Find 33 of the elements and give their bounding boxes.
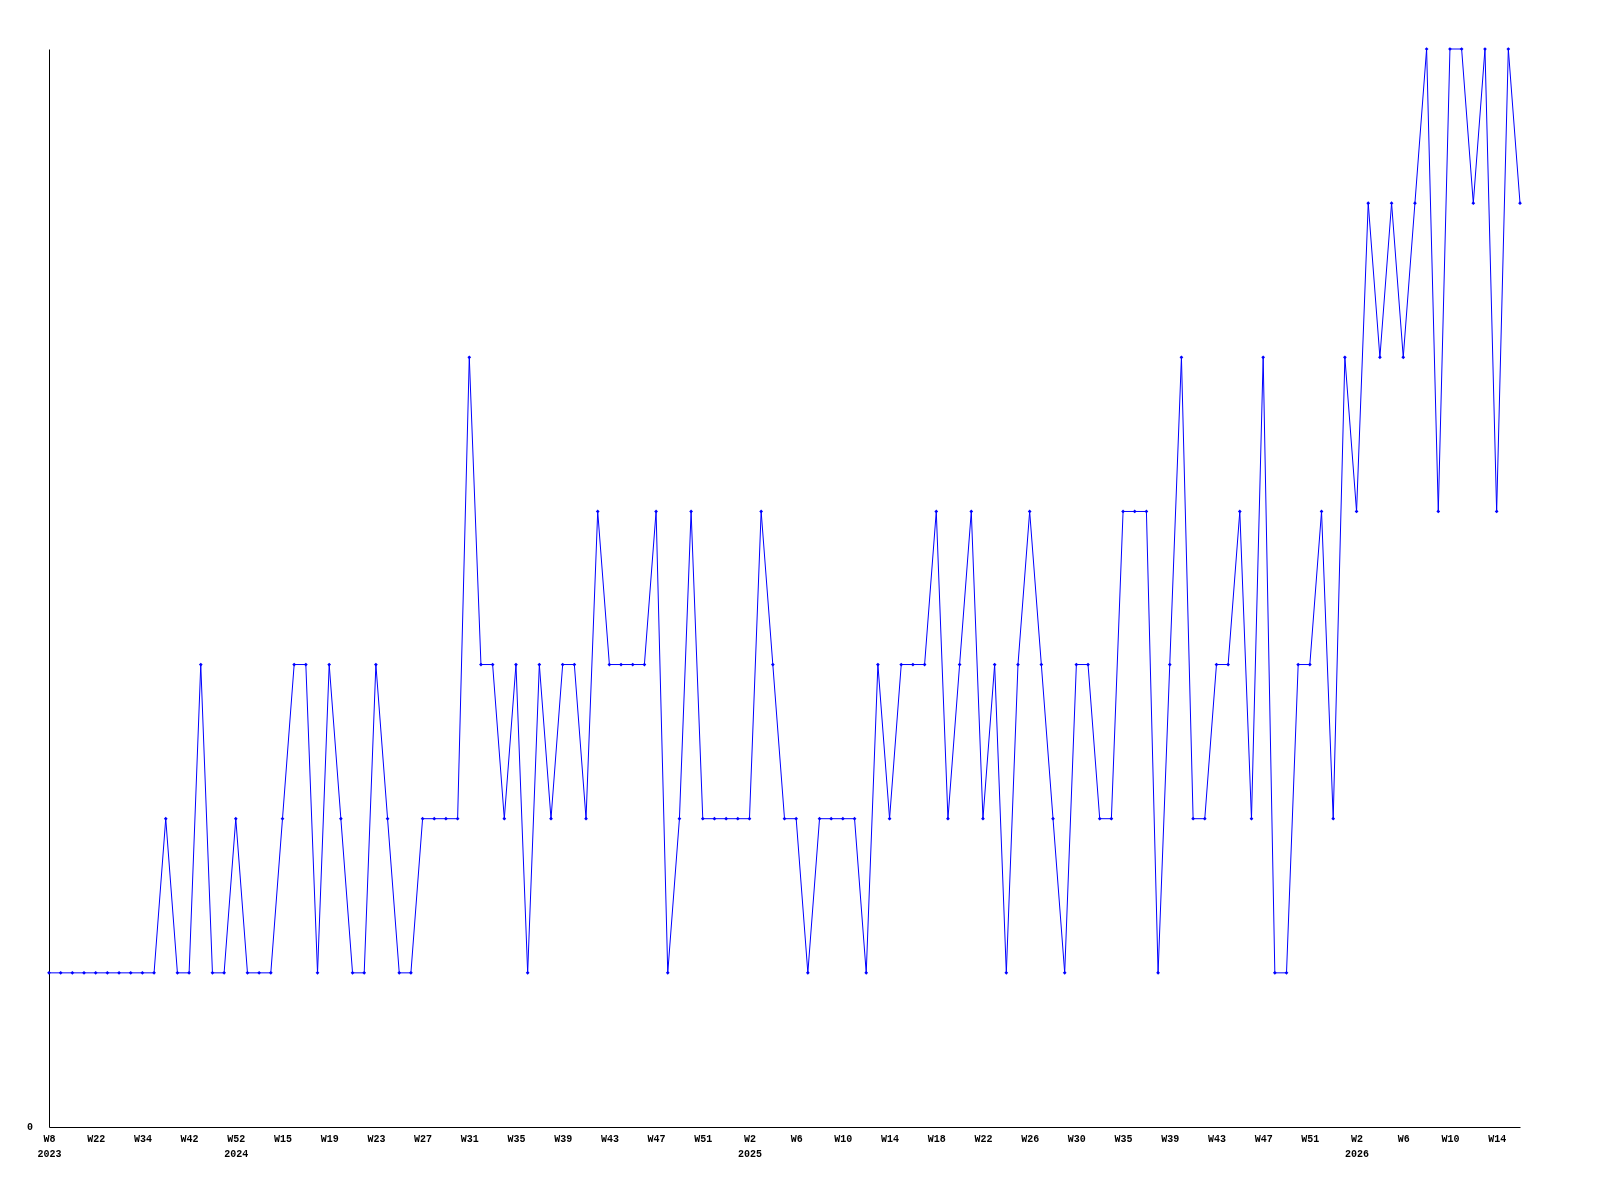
x-tick-label: W2 2025	[737, 1133, 762, 1160]
x-tick-label: W2 2026	[1345, 1133, 1370, 1160]
x-tick-label: W10	[1441, 1133, 1460, 1145]
x-tick-label: W8 2023	[37, 1133, 62, 1160]
x-tick-label: W6	[1397, 1133, 1410, 1145]
x-tick-label: W18	[927, 1133, 946, 1145]
x-tick-label: W43	[1207, 1133, 1226, 1145]
x-tick-label: W43	[600, 1133, 619, 1145]
x-tick-label: W39	[554, 1133, 573, 1145]
x-tick-label: W42	[180, 1133, 199, 1145]
x-tick-label: W51	[694, 1133, 713, 1145]
x-tick-label: W34	[133, 1133, 152, 1145]
x-tick-label: W31	[460, 1133, 479, 1145]
x-tick-label: W47	[647, 1133, 666, 1145]
x-tick-label: W35	[1114, 1133, 1133, 1145]
x-tick-label: W51	[1301, 1133, 1320, 1145]
x-tick-label: W10	[834, 1133, 853, 1145]
x-tick-label: W19	[320, 1133, 339, 1145]
text: 0	[27, 1122, 34, 1133]
x-tick-label: W6	[790, 1133, 803, 1145]
x-tick-label: W15	[273, 1133, 292, 1145]
x-tick-label: W52 2024	[224, 1133, 249, 1160]
x-tick-label: W30	[1067, 1133, 1086, 1145]
x-tick-label: W47	[1254, 1133, 1273, 1145]
x-tick-label: W26	[1021, 1133, 1040, 1145]
x-tick-label: W22	[87, 1133, 106, 1145]
x-tick-label: W35	[507, 1133, 526, 1145]
x-tick-label: W27	[414, 1133, 433, 1145]
x-tick-label: W23	[367, 1133, 386, 1145]
x-tick-label: W39	[1161, 1133, 1180, 1145]
x-tick-label: W22	[974, 1133, 993, 1145]
x-tick-label: W14	[1488, 1133, 1507, 1145]
x-tick-label: W14	[881, 1133, 900, 1145]
